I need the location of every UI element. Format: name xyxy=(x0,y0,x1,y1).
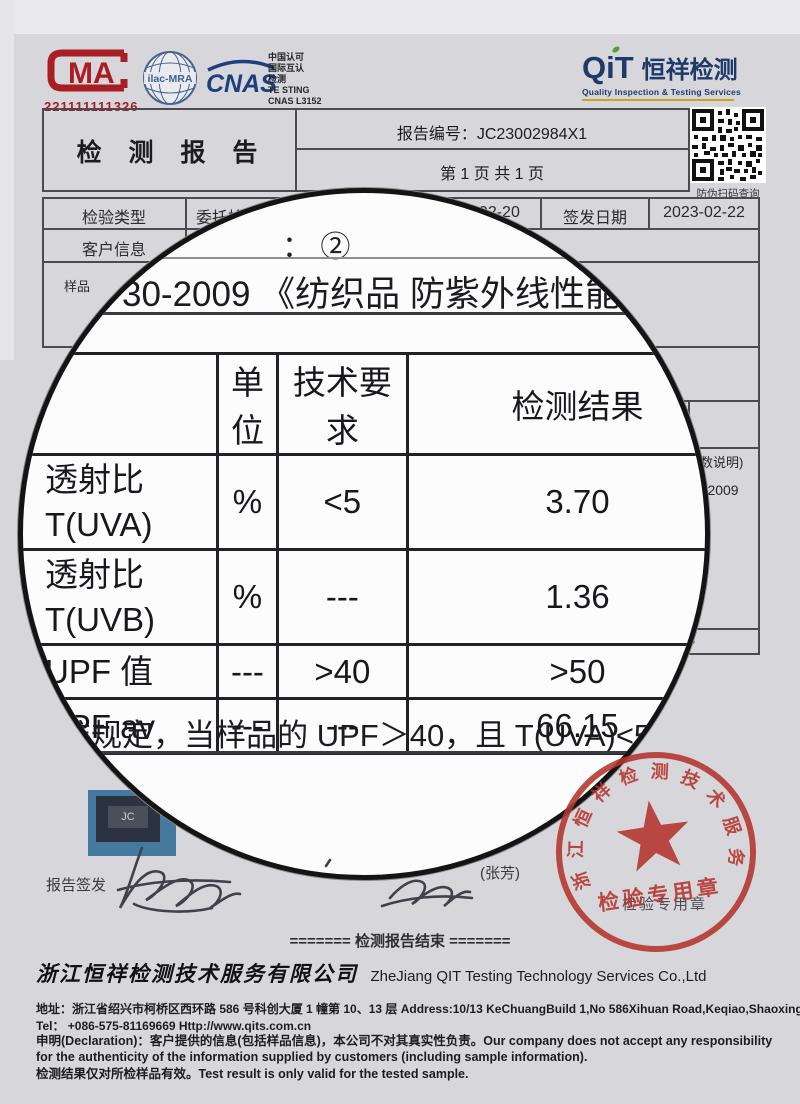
cma-logo: MA 221111111326 xyxy=(44,46,137,114)
row-result: >50 xyxy=(405,643,705,700)
table-line xyxy=(540,197,542,229)
table-header-row: 单位 技术要求 检测结果 xyxy=(23,352,705,456)
magnified-conclusion: 09 标准规定，当样品的 UPF＞40，且 T(UVA)<5 xyxy=(18,718,652,753)
magnified-line xyxy=(23,312,705,315)
table-line xyxy=(662,653,760,655)
row-requirement: <5 xyxy=(275,453,409,551)
ilac-mra-icon: ilac-MRA xyxy=(142,50,198,106)
accreditation-line: 检测 xyxy=(268,74,287,84)
table-line xyxy=(648,197,650,229)
sample-photo-tag: JC xyxy=(108,806,148,828)
ilac-label: ilac-MRA xyxy=(148,73,193,85)
stamp-title-text: 检验专用章 xyxy=(596,874,723,915)
signature-strokes xyxy=(116,846,474,913)
row-unit: % xyxy=(216,548,279,646)
scan-edge-top xyxy=(0,0,800,34)
accreditation-text: 中国认可 国际互认 检测 TE STING CNAS L3152 xyxy=(268,52,338,107)
validity-line: 检测结果仅对所检样品有效。Test result is only valid f… xyxy=(36,1067,469,1081)
table-line xyxy=(665,400,760,402)
declaration-line: 申明(Declaration)：客户提供的信息(包括样品信息)，本公司不对其真实… xyxy=(36,1034,773,1064)
table-row: UPF av --- --- 66.15 xyxy=(23,697,705,755)
item-line1: 透射比 xyxy=(45,461,144,498)
stamp-star-icon xyxy=(616,800,689,872)
magnified-results-table: 单位 技术要求 检测结果 透射比 T(UVA) % <5 3.70 透射比 T(UV… xyxy=(23,352,705,755)
row-requirement: --- xyxy=(275,548,409,646)
table-row: 透射比 T(UVB) % --- 1.36 xyxy=(23,548,705,646)
header-result: 检测结果 xyxy=(405,352,705,456)
item-line1: 透射比 xyxy=(45,556,144,593)
address-line: 地址：浙江省绍兴市柯桥区西环路 586 号科创大厦 1 幢第 10、13 层 A… xyxy=(36,1002,800,1016)
table-row: 透射比 T(UVA) % <5 3.70 xyxy=(23,453,705,551)
row-item: UPF av xyxy=(23,697,220,755)
table-line xyxy=(682,447,760,449)
customer-label: 客户信息 xyxy=(81,242,146,259)
row-result: 1.36 xyxy=(405,548,705,646)
magnifier-loupe: ： ② 30-2009 《纺织品 防紫外线性能的评 单位 技术要求 检测结果 透… xyxy=(18,188,710,880)
cma-letters: MA xyxy=(68,57,115,90)
company-line: 浙江恒祥检测技术服务有限公司 ZheJiang QIT Testing Tech… xyxy=(36,958,776,988)
header-unit: 单位 xyxy=(216,352,279,456)
row-unit: --- xyxy=(216,643,279,700)
qit-logo: QiT 恒祥检测 Quality Inspection & Testing Ser… xyxy=(582,45,782,101)
row-result: 3.70 xyxy=(405,453,705,551)
qit-gold-bar xyxy=(582,99,734,101)
cnas-letters: CNAS xyxy=(206,70,277,98)
qit-name-cn: 恒祥检测 xyxy=(641,57,738,84)
qit-letters: QiT xyxy=(582,50,634,85)
stamp-caption-text: 检验专用章 xyxy=(622,896,708,913)
accreditation-line: 中国认可 xyxy=(268,52,305,62)
cnas-logo: CNAS xyxy=(204,56,278,100)
accreditation-line: CNAS L3152 xyxy=(268,96,322,106)
accreditation-line: 国际互认 xyxy=(268,63,305,73)
page-info: 第 1 页 共 1 页 xyxy=(439,166,545,183)
row-item: 透射比 T(UVA) xyxy=(23,453,220,551)
row-item: 透射比 T(UVB) xyxy=(23,548,220,646)
table-line xyxy=(42,197,44,347)
header-requirement: 技术要求 xyxy=(275,352,409,456)
report-number: 报告编号：JC23002984X1 xyxy=(396,126,588,143)
magnified-standard-text: 30-2009 《纺织品 防紫外线性能的评 xyxy=(122,275,690,314)
inspection-type-label: 检验类型 xyxy=(81,210,146,227)
header-blank xyxy=(23,352,220,456)
issue-date-value: 2023-02-22 xyxy=(663,204,745,221)
sample-photo: JC xyxy=(88,790,176,856)
magnified-customer-value: ： ② xyxy=(282,231,351,264)
table-line xyxy=(185,197,187,262)
qit-tagline: Quality Inspection & Testing Services xyxy=(582,87,741,97)
company-name-cn: 浙江恒祥检测技术服务有限公司 xyxy=(36,961,358,986)
signer-name: (张芳) xyxy=(480,865,520,882)
magnified-line xyxy=(23,257,705,259)
item-line2: T(UVA) xyxy=(45,506,153,543)
report-title: 检 测 报 告 xyxy=(76,139,268,167)
table-line xyxy=(686,628,760,630)
item-line2: T(UVB) xyxy=(45,601,155,638)
issue-date-label: 签发日期 xyxy=(562,210,627,227)
report-issue-label: 报告签发 xyxy=(46,877,107,894)
tel-line: Tel： +086-575-81169669 Http://www.qits.c… xyxy=(36,1019,312,1033)
header-divider xyxy=(295,148,688,150)
company-name-en: ZheJiang QIT Testing Technology Services… xyxy=(370,968,707,985)
header-divider xyxy=(295,108,297,192)
row-requirement: >40 xyxy=(275,643,409,700)
row-result: 66.15 xyxy=(405,697,705,755)
row-item: UPF 值 xyxy=(23,643,220,700)
sample-label: 样品 xyxy=(64,279,91,294)
scan-edge-left xyxy=(0,0,14,360)
accreditation-line: TE STING xyxy=(268,85,310,95)
table-line xyxy=(758,197,760,655)
row-requirement: --- xyxy=(275,697,409,755)
inspection-stamp: 浙江恒祥检测技术服务有限公司 检验专用章 xyxy=(550,746,756,952)
end-of-report-line: ======= 检测报告结束 ======= xyxy=(289,933,511,950)
magnified-content: ： ② 30-2009 《纺织品 防紫外线性能的评 单位 技术要求 检测结果 透… xyxy=(18,193,705,875)
qr-code xyxy=(690,107,766,183)
magnified-line xyxy=(23,751,705,754)
row-unit: % xyxy=(216,453,279,551)
table-row: UPF 值 --- >40 >50 xyxy=(23,643,705,700)
cma-number: 221111111326 xyxy=(44,99,139,114)
